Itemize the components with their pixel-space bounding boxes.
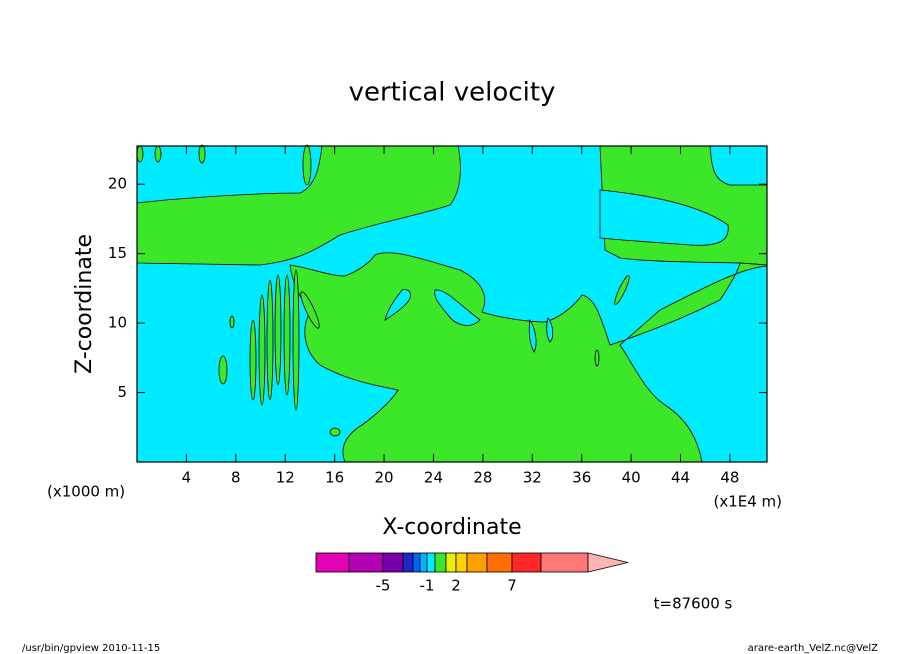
- field-region: [136, 145, 461, 266]
- field-region: [292, 269, 300, 411]
- x-tick-label: 8: [231, 469, 241, 487]
- x-tick-label: 28: [473, 469, 492, 487]
- x-axis-label: X-coordinate: [382, 515, 521, 540]
- colorbar-swatch: [348, 552, 384, 573]
- field-region: [274, 274, 282, 386]
- x-unit: (x1E4 m): [713, 493, 782, 511]
- colorbar-swatch: [434, 552, 447, 573]
- field-region: [249, 319, 257, 401]
- colorbar-tick-label: -5: [376, 577, 391, 595]
- y-tick-label: 15: [108, 244, 127, 262]
- y-axis-label: Z-coordinate: [72, 234, 97, 374]
- field-region: [546, 317, 554, 343]
- field-region: [300, 291, 320, 329]
- y-tick-label: 10: [108, 314, 127, 332]
- colorbar-swatch: [412, 552, 421, 573]
- field-region: [599, 189, 729, 246]
- x-tick-label: 12: [276, 469, 295, 487]
- colorbar-swatch: [486, 552, 513, 573]
- colorbar-swatch: [419, 552, 428, 573]
- colorbar-swatch: [466, 552, 488, 573]
- field-region: [258, 294, 266, 406]
- field-region: [229, 315, 235, 329]
- x-tick-label: 24: [424, 469, 443, 487]
- colorbar-swatch: [382, 552, 404, 573]
- field-region: [218, 355, 228, 385]
- footer-right: arare-earth_VelZ.nc@VelZ: [748, 643, 879, 654]
- colorbar-swatch: [511, 552, 542, 573]
- colorbar-swatch: [315, 552, 350, 573]
- field-region: [384, 289, 411, 321]
- field-region: [198, 144, 206, 164]
- footer-left: /usr/bin/gpview 2010-11-15: [22, 643, 160, 654]
- chart-title: vertical velocity: [349, 78, 556, 108]
- field-region: [154, 145, 162, 163]
- field-region: [329, 427, 341, 437]
- colorbar-swatch: [426, 552, 436, 573]
- y-tick-label: 20: [108, 175, 127, 193]
- field-region: [302, 144, 312, 186]
- colorbar: -5 -1 2 7: [315, 552, 629, 595]
- colorbar-tick-label: 2: [451, 577, 461, 595]
- field-region: [289, 252, 768, 463]
- field-region: [434, 289, 481, 326]
- field-region: [594, 349, 600, 367]
- field-region: [528, 318, 537, 353]
- x-tick-label: 44: [671, 469, 690, 487]
- x-tick-label: 48: [720, 469, 739, 487]
- colorbar-tick-label: 7: [507, 577, 517, 595]
- x-tick-label: 16: [325, 469, 344, 487]
- field-region: [283, 274, 291, 396]
- y-tick-label: 5: [117, 383, 127, 401]
- annotation: t=87600 s: [654, 595, 733, 613]
- colorbar-swatch: [445, 552, 457, 573]
- x-tick-label: 20: [375, 469, 394, 487]
- y-unit: (x1000 m): [47, 483, 125, 501]
- x-tick-label: 36: [572, 469, 591, 487]
- contour-field: [136, 144, 768, 463]
- colorbar-swatch: [402, 552, 414, 573]
- x-tick-label: 4: [182, 469, 192, 487]
- field-region: [614, 275, 630, 305]
- x-tick-label: 40: [622, 469, 641, 487]
- colorbar-swatch: [540, 552, 589, 573]
- plot-frame: [136, 145, 768, 463]
- field-region: [136, 145, 144, 163]
- x-tick-label: 32: [523, 469, 542, 487]
- colorbar-tick-label: -1: [420, 577, 435, 595]
- colorbar-extend: [587, 552, 629, 573]
- field-region: [266, 279, 274, 401]
- colorbar-swatch: [455, 552, 468, 573]
